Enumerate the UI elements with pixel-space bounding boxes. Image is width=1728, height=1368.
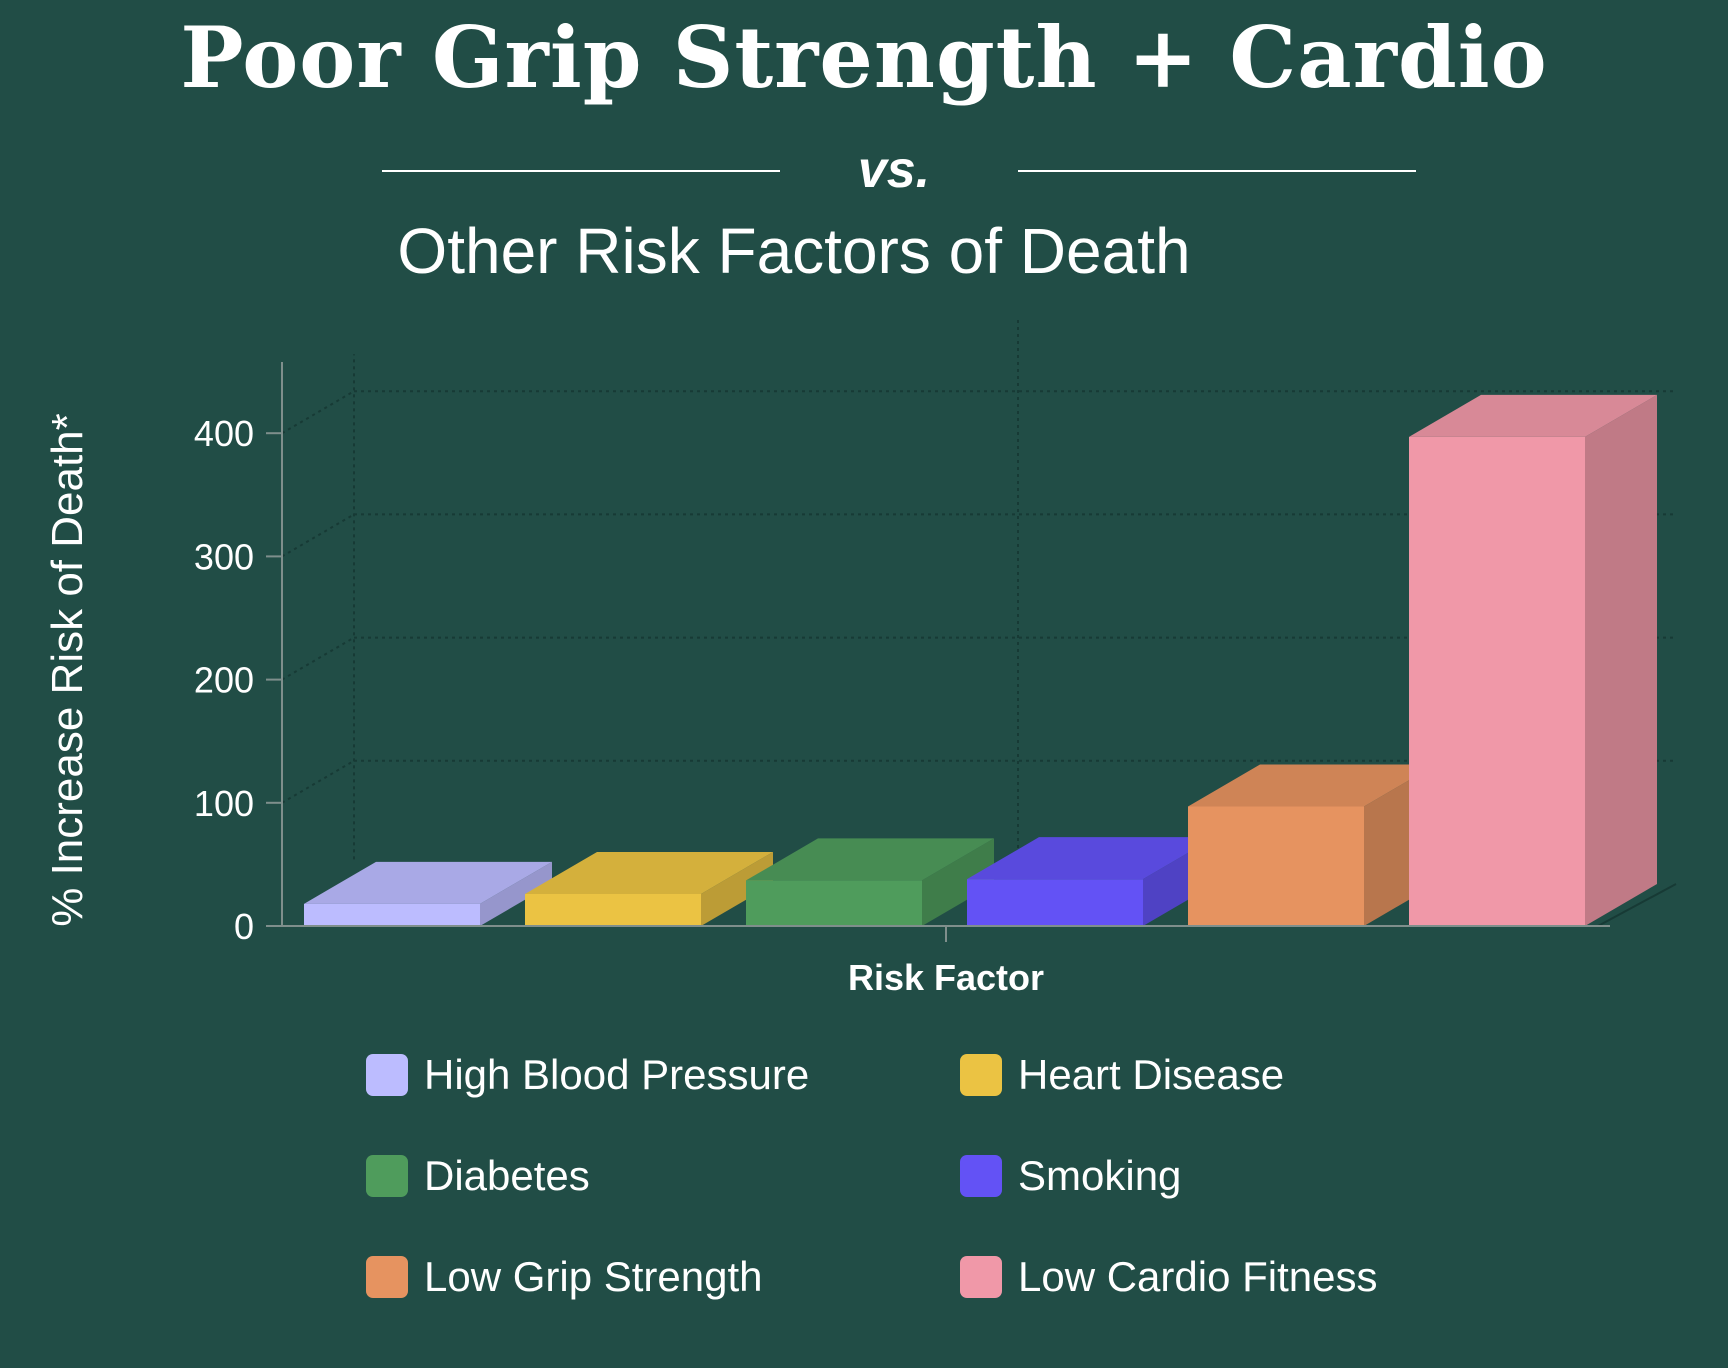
bar-top: [304, 861, 552, 904]
legend-item: Low Grip Strength: [366, 1252, 763, 1302]
bar-side: [1585, 394, 1657, 926]
bar-front: [304, 903, 480, 926]
title-divider-right: [1018, 170, 1416, 172]
gridline-depth: [281, 759, 355, 804]
bar: [525, 851, 773, 926]
bar-side: [701, 851, 773, 926]
legend-label: High Blood Pressure: [424, 1051, 810, 1098]
legend-item: Low Cardio Fitness: [960, 1252, 1377, 1302]
bar-top: [967, 837, 1215, 880]
legend-label: Diabetes: [424, 1152, 590, 1199]
legend-item: Diabetes: [366, 1151, 590, 1201]
bar-front: [1188, 806, 1364, 926]
gridline-depth: [281, 513, 355, 558]
chart-axes: [266, 362, 1610, 942]
legend-swatch: [366, 1054, 408, 1096]
legend-label: Low Grip Strength: [424, 1253, 763, 1300]
bar-front: [967, 879, 1143, 926]
legend-item: High Blood Pressure: [366, 1050, 809, 1100]
bar-top: [1188, 764, 1436, 807]
bar: [1188, 764, 1436, 926]
x-axis-label: Risk Factor: [848, 957, 1044, 998]
y-tick-label: 400: [194, 413, 254, 454]
bar-front: [525, 893, 701, 926]
chart-title: Poor Grip Strength + Cardio: [180, 8, 1548, 107]
y-tick-label: 100: [194, 783, 254, 824]
bar: [746, 838, 994, 926]
bar-top: [746, 838, 994, 881]
bar: [967, 837, 1215, 926]
y-tick-label: 0: [234, 906, 254, 947]
bar-side: [922, 838, 994, 926]
bar: [1409, 394, 1657, 926]
chart-bars: [304, 394, 1657, 926]
chart-subtitle: Other Risk Factors of Death: [397, 215, 1191, 287]
y-tick-label: 300: [194, 536, 254, 577]
gridline-depth: [281, 636, 355, 681]
bar-front: [1409, 436, 1585, 926]
legend-swatch: [960, 1155, 1002, 1197]
bar-side: [480, 861, 552, 926]
floor-edge: [1597, 883, 1677, 927]
bar: [304, 861, 552, 926]
y-axis-label: % Increase Risk of Death*: [43, 413, 92, 927]
y-tick-label: 200: [194, 660, 254, 701]
legend-item: Heart Disease: [960, 1050, 1284, 1100]
legend-swatch: [960, 1054, 1002, 1096]
bar-front: [746, 880, 922, 926]
legend-label: Heart Disease: [1018, 1051, 1285, 1098]
legend-swatch: [960, 1256, 1002, 1298]
legend-label: Low Cardio Fitness: [1018, 1253, 1378, 1300]
chart-ticks: 0 100 200 300 400: [194, 413, 282, 947]
title-divider-left: [382, 170, 780, 172]
legend-label: Smoking: [1018, 1152, 1182, 1199]
legend-swatch: [366, 1256, 408, 1298]
legend-item: Smoking: [960, 1151, 1181, 1201]
bar-top: [1409, 394, 1657, 437]
gridline-depth: [281, 390, 355, 435]
vs-label: vs.: [857, 141, 931, 199]
legend-swatch: [366, 1155, 408, 1197]
bar-top: [525, 851, 773, 894]
